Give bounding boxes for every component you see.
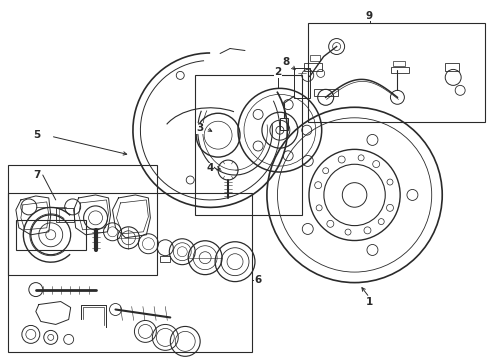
Bar — [444, 63, 458, 71]
Bar — [293, 68, 309, 98]
Text: 6: 6 — [254, 275, 261, 285]
Bar — [195, 75, 301, 215]
Bar — [307, 23, 484, 122]
Bar — [8, 193, 251, 352]
Text: 4: 4 — [206, 163, 213, 173]
Bar — [56, 208, 74, 222]
Bar — [16, 220, 85, 250]
Text: 7: 7 — [33, 170, 41, 180]
Text: 1: 1 — [365, 297, 372, 306]
Bar — [160, 256, 170, 262]
Bar — [313, 89, 337, 96]
Bar — [279, 118, 287, 130]
Bar — [309, 55, 319, 62]
Bar — [303, 63, 321, 71]
Bar — [390, 67, 408, 73]
Text: 2: 2 — [274, 67, 281, 77]
Text: 3: 3 — [196, 123, 203, 133]
Text: 8: 8 — [282, 58, 289, 67]
Bar — [393, 62, 405, 67]
Text: 9: 9 — [365, 11, 372, 21]
Text: 5: 5 — [33, 130, 41, 140]
Bar — [8, 165, 157, 275]
